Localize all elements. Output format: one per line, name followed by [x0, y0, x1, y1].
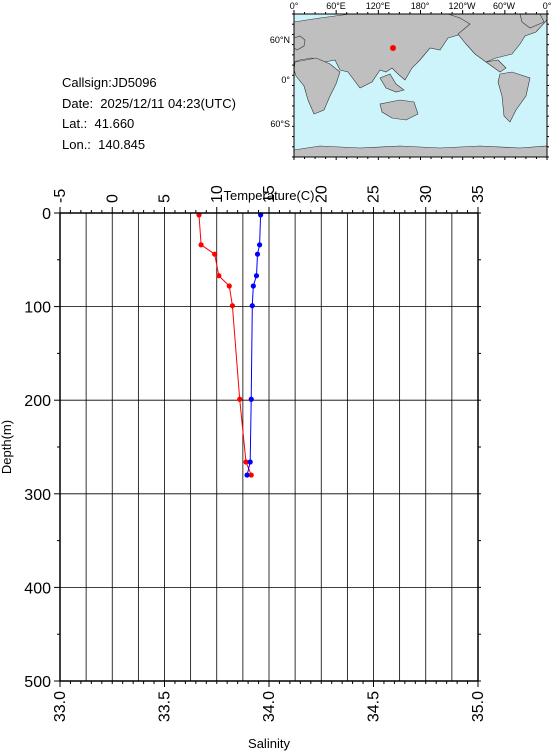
depth-tick-label: 200	[24, 393, 51, 410]
temperature-tick-label: 10	[209, 185, 226, 203]
data-point	[198, 242, 204, 248]
depth-tick-label: 300	[24, 487, 51, 504]
map-longitude-label: 60°W	[493, 1, 516, 11]
callsign-text: Callsign:JD5096	[62, 75, 157, 90]
plot-frame	[59, 212, 479, 682]
temperature-tick-label: 0	[104, 194, 121, 203]
date-text: Date: 2025/12/11 04:23(UTC)	[62, 95, 236, 111]
data-point	[247, 459, 253, 465]
depth-axis-title: Depth(m)	[0, 420, 14, 474]
temperature-tick-label: 20	[313, 185, 330, 203]
location-map: 0° 60°E 120°E 180° 120°W 60°W 0° 60°N 0° 60°S	[270, 1, 552, 160]
salinity-axis-title: Salinity	[248, 736, 290, 751]
station-location-marker	[389, 45, 396, 52]
land-southeast-asia	[379, 73, 405, 93]
map-longitude-label: 180°	[411, 1, 430, 11]
salinity-tick-label: 33.0	[52, 691, 69, 722]
land-central-america	[485, 59, 507, 73]
data-point	[250, 283, 256, 289]
data-point	[249, 303, 255, 309]
salinity-tick-label: 34.5	[366, 691, 383, 722]
map-longitude-label: 120°E	[366, 1, 391, 11]
data-point	[256, 242, 263, 248]
land-south-america	[497, 71, 531, 123]
latitude-text: Lat.: 41.660	[62, 116, 135, 131]
land-africa	[293, 57, 341, 115]
land-north-america	[447, 13, 548, 63]
series-line	[198, 214, 252, 476]
data-point	[248, 472, 254, 478]
data-point	[229, 303, 236, 309]
data-point	[254, 251, 261, 257]
depth-tick-label: 100	[24, 300, 51, 317]
data-point	[253, 273, 260, 279]
station-info: Callsign:JD5096 Date: 2025/12/11 04:23(U…	[62, 73, 236, 155]
land-australia	[379, 99, 419, 121]
temperature-tick-label: -5	[52, 189, 69, 203]
temperature-tick-label: 30	[418, 185, 435, 203]
map-latitude-label: 0°	[281, 75, 290, 85]
salinity-tick-label: 33.5	[157, 691, 174, 722]
depth-tick-label: 500	[24, 674, 51, 691]
map-latitude-label: 60°S	[270, 119, 290, 129]
data-point	[243, 459, 249, 465]
data-point	[226, 283, 232, 289]
data-point	[212, 251, 218, 257]
temperature-tick-label: 35	[470, 185, 487, 203]
map-longitude-label: 0°	[543, 1, 552, 11]
data-point	[216, 273, 222, 279]
data-point	[244, 472, 250, 478]
longitude-text: Lon.: 140.845	[62, 136, 146, 152]
map-longitude-label: 120°W	[448, 1, 476, 11]
map-longitude-label: 60°E	[326, 1, 346, 11]
temperature-tick-label: 5	[157, 194, 174, 203]
temperature-axis-title: Temperature(C)	[223, 188, 314, 203]
data-point	[248, 396, 254, 402]
salinity-tick-label: 35.0	[470, 691, 487, 722]
depth-tick-label: 0	[42, 206, 51, 223]
map-latitude-label: 60°N	[270, 35, 290, 45]
data-point	[237, 396, 243, 402]
salinity-tick-label: 34.0	[261, 691, 278, 722]
map-longitude-label: 0°	[290, 1, 299, 11]
depth-tick-label: 400	[24, 580, 51, 597]
temperature-tick-label: 25	[366, 185, 383, 203]
map-landmasses	[293, 13, 548, 158]
temperature-tick-label: 15	[261, 185, 278, 203]
